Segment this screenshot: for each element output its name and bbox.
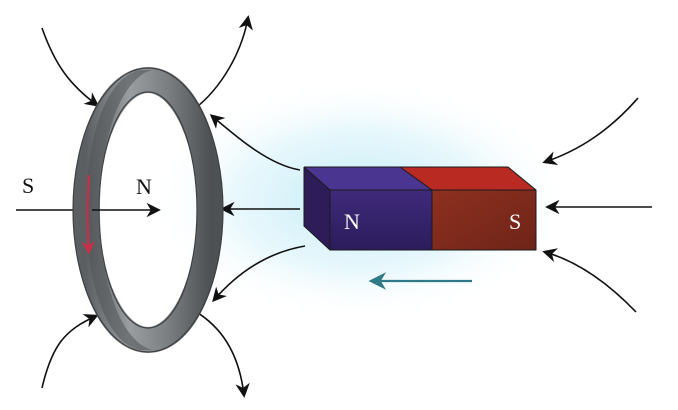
field-line-top-left <box>41 27 100 107</box>
magnet-north-front <box>330 190 432 250</box>
magnet-north-side <box>304 167 330 250</box>
field-line-top-right <box>189 15 253 113</box>
ring-south-label: S <box>22 173 34 198</box>
conducting-ring <box>72 67 224 353</box>
field-line-magnet-upper <box>209 114 301 171</box>
induced-current-arrow <box>81 174 95 255</box>
magnet-south-front <box>432 190 536 250</box>
field-line-bottom-left <box>41 314 99 389</box>
field-line-right-top <box>542 97 639 166</box>
field-line-magnet-lower <box>212 245 306 303</box>
field-line-right-bottom <box>542 248 637 313</box>
magnet-south-top <box>400 167 536 190</box>
bar-magnet <box>303 166 537 251</box>
magnet-north-top <box>304 167 432 190</box>
magnet-north-label: N <box>344 209 360 234</box>
ring-north-label: N <box>136 174 152 199</box>
magnet-south-label: S <box>509 209 521 234</box>
field-line-bottom-right <box>189 307 250 398</box>
